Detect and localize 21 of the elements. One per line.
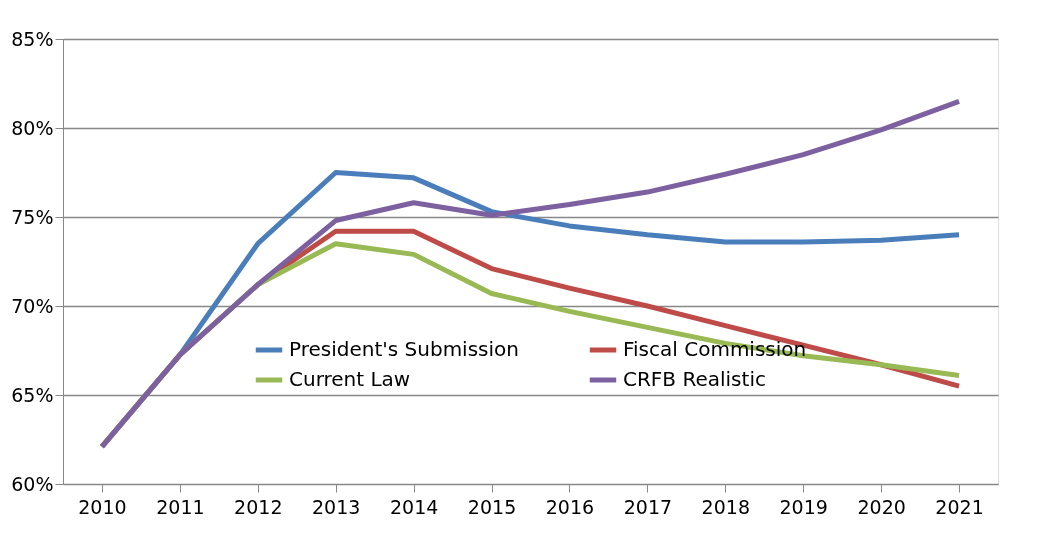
x-tick-label: 2019 bbox=[779, 495, 828, 518]
legend-label: Current Law bbox=[289, 367, 411, 391]
x-tick-label: 2020 bbox=[857, 495, 906, 518]
x-tick-label: 2015 bbox=[467, 495, 517, 518]
y-tick-label: 70% bbox=[11, 294, 54, 317]
x-tick-label: 2013 bbox=[312, 495, 361, 518]
y-tick-label: 75% bbox=[11, 205, 54, 228]
y-tick-label: 60% bbox=[11, 472, 54, 495]
x-tick-label: 2016 bbox=[545, 495, 595, 518]
x-tick-label: 2012 bbox=[234, 495, 283, 518]
y-tick-label: 80% bbox=[11, 116, 54, 139]
legend-label: President's Submission bbox=[289, 337, 519, 361]
legend-label: CRFB Realistic bbox=[623, 367, 766, 391]
x-tick-label: 2017 bbox=[623, 495, 673, 518]
x-tick-label: 2014 bbox=[389, 495, 439, 518]
x-tick-label: 2018 bbox=[701, 495, 750, 518]
y-tick-label: 85% bbox=[11, 27, 54, 50]
x-tick-label: 2021 bbox=[935, 495, 984, 518]
x-tick-label: 2010 bbox=[78, 495, 127, 518]
x-tick-label: 2011 bbox=[156, 495, 205, 518]
y-tick-label: 65% bbox=[11, 383, 54, 406]
